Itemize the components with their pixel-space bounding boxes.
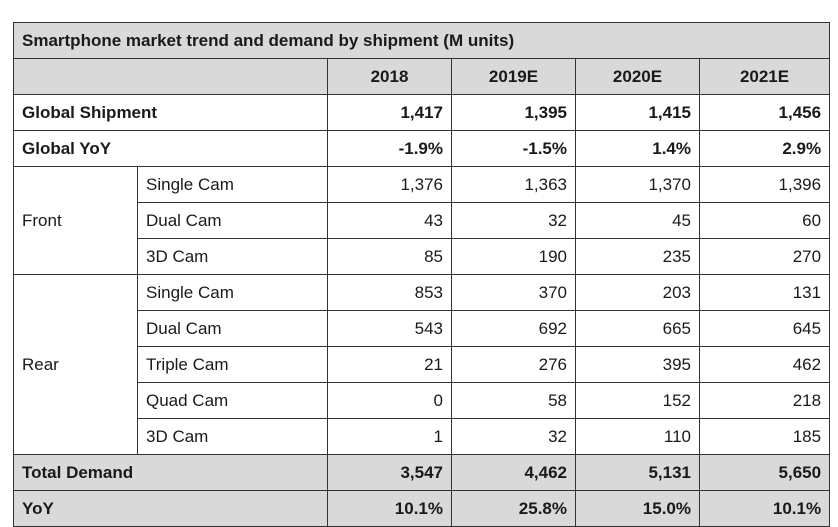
value-cell: 395 — [575, 346, 700, 383]
value-cell: 185 — [698, 418, 831, 455]
title-row: Smartphone market trend and demand by sh… — [12, 22, 831, 59]
group-label-front: Front — [13, 166, 138, 275]
row-global-yoy: Global YoY -1.9% -1.5% 1.4% 2.9% — [13, 130, 831, 167]
header-blank-cell — [13, 58, 328, 95]
row-front-dual-cam: Dual Cam 43 32 45 60 — [14, 202, 831, 239]
value-cell: 276 — [451, 346, 576, 383]
col-header-2019e: 2019E — [451, 58, 576, 95]
value-cell: 10.1% — [698, 490, 831, 527]
value-cell: 152 — [575, 382, 700, 419]
value-cell: 1,370 — [575, 166, 700, 203]
value-cell: 1,415 — [575, 94, 700, 131]
value-cell: 43 — [327, 202, 452, 239]
value-cell: 190 — [451, 238, 576, 275]
value-cell: 370 — [451, 274, 576, 311]
col-header-2020e: 2020E — [575, 58, 700, 95]
value-cell: 1,376 — [327, 166, 452, 203]
value-cell: 692 — [451, 310, 576, 347]
header-row: 2018 2019E 2020E 2021E — [13, 58, 831, 95]
value-cell: 2.9% — [698, 130, 831, 167]
col-header-2021e: 2021E — [698, 58, 831, 95]
row-label: Total Demand — [13, 454, 328, 491]
row-yoy: YoY 10.1% 25.8% 15.0% 10.1% — [13, 490, 831, 527]
sub-label: 3D Cam — [137, 238, 328, 275]
value-cell: 1,456 — [698, 94, 831, 131]
value-cell: 45 — [575, 202, 700, 239]
row-front-single-cam: Front Single Cam 1,376 1,363 1,370 1,396 — [13, 166, 831, 275]
value-cell: 270 — [698, 238, 831, 275]
value-cell: 1 — [327, 418, 452, 455]
group-label-rear: Rear — [13, 274, 138, 455]
sub-label: 3D Cam — [137, 418, 328, 455]
value-cell: 3,547 — [327, 454, 452, 491]
row-global-shipment: Global Shipment 1,417 1,395 1,415 1,456 — [13, 94, 831, 131]
value-cell: 25.8% — [451, 490, 576, 527]
value-cell: 60 — [698, 202, 831, 239]
sub-label: Dual Cam — [137, 310, 328, 347]
col-header-2018: 2018 — [327, 58, 452, 95]
table-title: Smartphone market trend and demand by sh… — [12, 22, 831, 59]
value-cell: 131 — [698, 274, 831, 311]
sub-label: Single Cam — [137, 166, 328, 203]
value-cell: 58 — [451, 382, 576, 419]
value-cell: 5,650 — [698, 454, 831, 491]
value-cell: 853 — [327, 274, 452, 311]
sub-label: Triple Cam — [137, 346, 328, 383]
value-cell: 1,363 — [451, 166, 576, 203]
value-cell: 10.1% — [327, 490, 452, 527]
row-rear-dual-cam: Dual Cam 543 692 665 645 — [14, 310, 831, 347]
sub-label: Quad Cam — [137, 382, 328, 419]
value-cell: 5,131 — [575, 454, 700, 491]
value-cell: 4,462 — [451, 454, 576, 491]
value-cell: 21 — [327, 346, 452, 383]
value-cell: 15.0% — [575, 490, 700, 527]
market-table: Smartphone market trend and demand by sh… — [12, 22, 831, 527]
row-front-3d-cam: 3D Cam 85 190 235 270 — [14, 238, 831, 275]
value-cell: -1.5% — [451, 130, 576, 167]
value-cell: 1,417 — [327, 94, 452, 131]
sub-label: Single Cam — [137, 274, 328, 311]
row-rear-single-cam: Rear Single Cam 853 370 203 131 — [13, 274, 831, 455]
value-cell: 543 — [327, 310, 452, 347]
value-cell: 0 — [327, 382, 452, 419]
row-label: Global YoY — [13, 130, 328, 167]
sub-label: Dual Cam — [137, 202, 328, 239]
row-label: Global Shipment — [13, 94, 328, 131]
value-cell: 665 — [575, 310, 700, 347]
value-cell: 1,396 — [698, 166, 831, 203]
value-cell: 1.4% — [575, 130, 700, 167]
value-cell: 110 — [575, 418, 700, 455]
row-rear-3d-cam: 3D Cam 1 32 110 185 — [14, 418, 831, 455]
value-cell: 235 — [575, 238, 700, 275]
value-cell: -1.9% — [327, 130, 452, 167]
row-label: YoY — [13, 490, 328, 527]
value-cell: 32 — [451, 418, 576, 455]
row-total-demand: Total Demand 3,547 4,462 5,131 5,650 — [13, 454, 831, 491]
value-cell: 1,395 — [451, 94, 576, 131]
value-cell: 203 — [575, 274, 700, 311]
value-cell: 645 — [698, 310, 831, 347]
row-rear-triple-cam: Triple Cam 21 276 395 462 — [14, 346, 831, 383]
value-cell: 462 — [698, 346, 831, 383]
table-body: Smartphone market trend and demand by sh… — [12, 22, 831, 527]
value-cell: 85 — [327, 238, 452, 275]
value-cell: 32 — [451, 202, 576, 239]
value-cell: 218 — [698, 382, 831, 419]
